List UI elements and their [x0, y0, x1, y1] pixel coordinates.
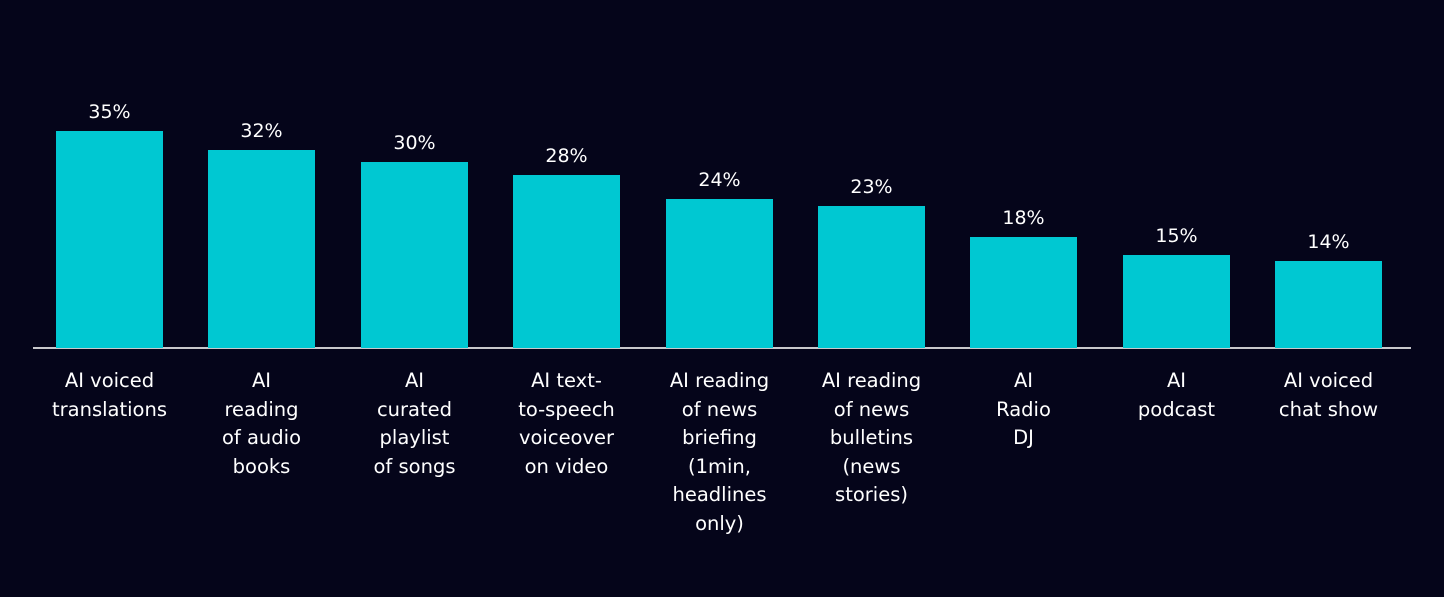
bar [56, 131, 163, 348]
category-label-line: bulletins [829, 426, 914, 449]
bar-value-label: 24% [698, 169, 741, 191]
category-label-line: of songs [373, 454, 456, 478]
category-label-line: to-speech [518, 397, 615, 421]
category-label-line: on video [524, 454, 609, 478]
bar-value-label: 18% [1002, 207, 1045, 229]
bar-value-label: 23% [850, 176, 893, 198]
bar [1123, 255, 1230, 348]
category-label-line: AI voiced [1283, 369, 1374, 392]
bar [666, 199, 773, 348]
bar-value-label: 32% [240, 120, 283, 142]
category-label-line: (1min, [688, 454, 751, 478]
bar-value-label: 30% [393, 132, 436, 154]
bar [818, 206, 925, 348]
category-label-line: only) [695, 511, 744, 535]
category-label-line: reading [224, 397, 299, 421]
bar [513, 175, 620, 348]
category-label-line: stories) [835, 483, 908, 506]
category-label-line: AI reading [669, 369, 770, 392]
category-label: AI reading of news briefing (1min, headlines… [640, 367, 800, 538]
category-label: AI voiced translations [30, 367, 190, 424]
x-axis-line [33, 347, 1411, 349]
category-label-line: of news [833, 397, 910, 421]
bar-value-label: 15% [1155, 225, 1198, 247]
bar [361, 162, 468, 348]
category-label: AI text-to-speech voiceover on video [487, 367, 647, 481]
category-label-line: voiceover [518, 426, 615, 449]
category-label-line: of news [681, 397, 758, 421]
category-label-line: AI [251, 369, 272, 392]
category-label: AI voiced chat show [1249, 367, 1409, 424]
category-label-line: AI [404, 369, 425, 392]
category-label-line: Radio [996, 397, 1051, 421]
category-label-line: DJ [1013, 426, 1034, 449]
category-label-line: of audio [221, 426, 302, 449]
category-label-line: translations [51, 397, 167, 421]
category-label: AI podcast [1097, 367, 1257, 424]
category-label: AI Radio DJ [944, 367, 1104, 453]
bar [1275, 261, 1382, 348]
category-label-line: books [232, 454, 291, 478]
bar-value-label: 35% [88, 101, 131, 123]
bar-value-label: 28% [545, 145, 588, 167]
category-label: AI reading of audio books [182, 367, 342, 481]
category-label-line: AI voiced [64, 369, 155, 392]
category-label-line: chat show [1278, 397, 1379, 421]
category-label-line: briefing [682, 426, 757, 449]
category-label-line: AI [1166, 369, 1187, 392]
category-label-line: AI reading [821, 369, 922, 392]
category-label-line: (news [842, 454, 901, 478]
category-label-line: AI [1013, 369, 1034, 392]
bar [208, 150, 315, 348]
category-label-line: AI text- [531, 369, 602, 392]
category-label-line: playlist [379, 426, 450, 449]
category-label: AI reading of news bulletins (news stories) [792, 367, 952, 510]
bar-value-label: 14% [1307, 231, 1350, 253]
bar [970, 237, 1077, 348]
category-label-line: podcast [1137, 397, 1216, 421]
category-label: AI curated playlist of songs [335, 367, 495, 481]
category-label-line: curated [376, 397, 453, 421]
category-label-line: headlines [672, 483, 767, 506]
